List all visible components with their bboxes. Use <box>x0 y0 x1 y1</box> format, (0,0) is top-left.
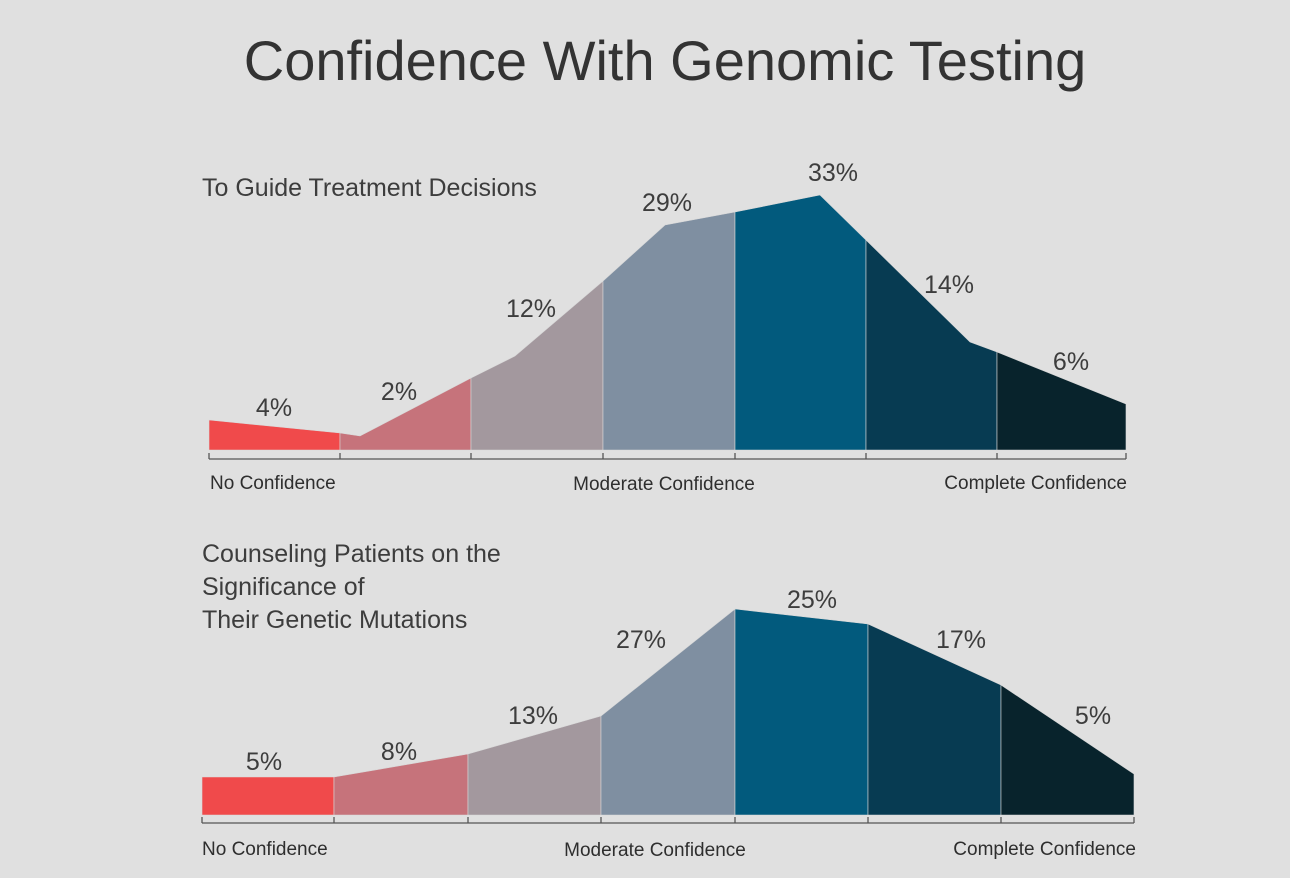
area-segment-1 <box>201 776 335 816</box>
x-axis-label: No Confidence <box>210 473 336 494</box>
data-label: 29% <box>642 189 692 217</box>
area-segment-5 <box>734 194 867 451</box>
area-segment-4 <box>602 211 736 451</box>
area-segment-7 <box>996 351 1127 451</box>
data-label: 5% <box>1075 702 1111 730</box>
data-label: 4% <box>256 394 292 422</box>
data-label: 6% <box>1053 348 1089 376</box>
x-axis-label: No Confidence <box>202 839 328 860</box>
page-title: Confidence With Genomic Testing <box>243 29 1087 92</box>
area-segment-5 <box>734 608 869 816</box>
chart-1-title: To Guide Treatment Decisions <box>202 174 537 202</box>
x-axis-label: Moderate Confidence <box>573 474 755 495</box>
area-segment-3 <box>467 715 602 816</box>
data-label: 27% <box>616 626 666 654</box>
data-label: 17% <box>936 626 986 654</box>
area-segment-2 <box>339 377 472 451</box>
x-axis-label: Complete Confidence <box>953 839 1136 860</box>
area-segment-7 <box>1000 684 1135 816</box>
x-axis-label: Complete Confidence <box>944 473 1127 494</box>
data-label: 12% <box>506 295 556 323</box>
data-label: 8% <box>381 738 417 766</box>
chart-2-title: Counseling Patients on the Significance … <box>202 540 501 634</box>
data-label: 5% <box>246 748 282 776</box>
data-label: 14% <box>924 271 974 299</box>
data-label: 33% <box>808 159 858 187</box>
area-segment-3 <box>470 280 604 451</box>
data-label: 25% <box>787 586 837 614</box>
area-segment-1 <box>208 419 341 451</box>
data-label: 13% <box>508 702 558 730</box>
x-axis-label: Moderate Confidence <box>564 840 746 861</box>
data-label: 2% <box>381 378 417 406</box>
area-segment-6 <box>865 239 998 451</box>
